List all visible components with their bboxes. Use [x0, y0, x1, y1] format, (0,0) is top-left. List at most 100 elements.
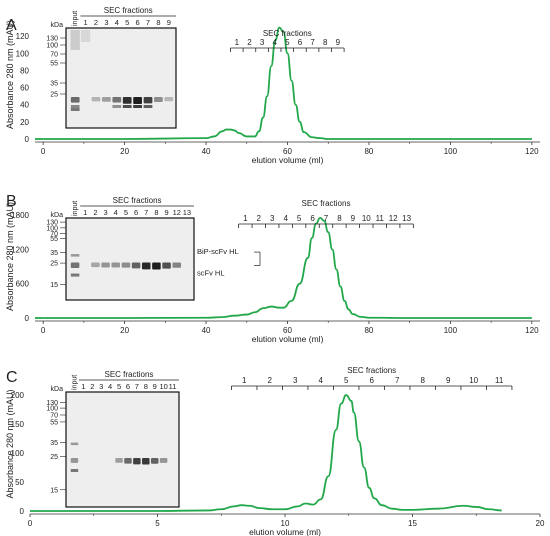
gel-smear — [80, 30, 91, 42]
gel-lane-label: 3 — [99, 382, 103, 391]
gel-lane-label: 5 — [125, 18, 129, 27]
fraction-label: 6 — [369, 376, 374, 385]
gel-marker-label: 100 — [46, 43, 58, 50]
gel-lane-label: 1 — [84, 18, 88, 27]
y-tick-label: 1800 — [11, 211, 29, 220]
gel-lane-label: 7 — [146, 18, 150, 27]
gel-lane-label: input — [72, 11, 79, 26]
x-axis-label: elution volume (ml) — [252, 334, 324, 344]
gel-lane-label: 11 — [169, 382, 177, 391]
x-tick-label: 120 — [525, 147, 539, 156]
y-axis-label: Absorbance 280 nm (mAU) — [5, 389, 15, 498]
gel-band — [111, 262, 121, 268]
gel-lane-label: 6 — [136, 18, 140, 27]
gel-band — [112, 105, 122, 108]
gel-marker-label: 35 — [50, 81, 58, 88]
gel-marker-label: 35 — [50, 440, 58, 447]
fraction-label: 10 — [362, 214, 371, 223]
gel-band — [159, 458, 168, 463]
gel-band — [102, 97, 111, 102]
gel-band — [70, 273, 80, 277]
gel-band — [152, 262, 161, 270]
x-tick-label: 100 — [444, 147, 458, 156]
gel-marker-label: 25 — [50, 454, 58, 461]
x-tick-label: 80 — [364, 326, 373, 335]
x-tick-label: 20 — [536, 519, 545, 528]
y-tick-label: 600 — [16, 280, 30, 289]
y-tick-label: 0 — [20, 507, 25, 516]
gel-band — [70, 442, 79, 446]
gel-band — [133, 105, 142, 108]
x-tick-label: 40 — [202, 326, 211, 335]
gel-marker-label: 55 — [50, 61, 58, 68]
gel-lane-label: 5 — [117, 382, 121, 391]
gel-band — [121, 262, 131, 268]
gel-annotation: BiP-scFv HL — [197, 247, 239, 256]
y-tick-label: 200 — [11, 391, 25, 400]
gel-unit-label: kDa — [51, 386, 64, 393]
x-tick-label: 60 — [283, 147, 292, 156]
fraction-label: 1 — [235, 38, 240, 47]
fraction-label: 3 — [260, 38, 265, 47]
y-tick-label: 40 — [20, 101, 29, 110]
gel-unit-label: kDa — [51, 212, 64, 219]
fraction-label: 4 — [283, 214, 288, 223]
gel-band — [91, 97, 101, 102]
gel-lane-label: 3 — [103, 208, 107, 217]
gel-band — [70, 105, 80, 108]
gel-lane-label: 13 — [183, 208, 191, 217]
gel-band — [70, 97, 80, 103]
gel-marker-label: 25 — [50, 92, 58, 99]
gel-lane-label: 12 — [173, 208, 181, 217]
series-line — [43, 26, 532, 140]
gel-band — [122, 97, 132, 104]
gel-band — [154, 97, 163, 103]
gel-image — [65, 217, 195, 301]
y-tick-label: 50 — [15, 478, 24, 487]
gel-lane-header: SEC fractions — [105, 370, 154, 379]
gel-band — [143, 105, 153, 108]
gel-marker-label: 70 — [50, 231, 58, 238]
x-tick-label: 0 — [41, 326, 46, 335]
x-axis-label: elution volume (ml) — [249, 527, 321, 536]
y-tick-label: 20 — [20, 118, 29, 127]
gel-lane-label: input — [72, 201, 79, 216]
fraction-label: 1 — [243, 214, 248, 223]
x-tick-label: 120 — [525, 326, 539, 335]
gel-marker-label: 100 — [46, 225, 58, 232]
panel-label: A — [6, 17, 17, 34]
y-axis-label: Absorbance 280 nm (mAU) — [5, 20, 15, 129]
fraction-label: 4 — [318, 376, 323, 385]
gel-lane-label: 1 — [83, 208, 87, 217]
gel-lane-label: 7 — [135, 382, 139, 391]
gel-lane-label: 6 — [126, 382, 130, 391]
fraction-label: 10 — [469, 376, 478, 385]
fraction-label: 6 — [298, 38, 303, 47]
panel-label: C — [6, 369, 18, 386]
fraction-label: 3 — [293, 376, 298, 385]
y-tick-label: 120 — [16, 32, 30, 41]
fraction-label: 9 — [446, 376, 451, 385]
y-tick-label: 60 — [20, 84, 29, 93]
fraction-title: SEC fractions — [347, 366, 396, 375]
x-tick-label: 10 — [281, 519, 290, 528]
gel-lane-label: 7 — [144, 208, 148, 217]
gel-lane-label: 4 — [108, 382, 112, 391]
gel-lane-label: 4 — [115, 18, 119, 27]
gel-marker-label: 35 — [50, 250, 58, 257]
fraction-title: SEC fractions — [263, 29, 312, 38]
gel-lane-label: 9 — [164, 208, 168, 217]
gel-band — [91, 262, 100, 268]
gel-lane-header: SEC fractions — [104, 6, 153, 15]
gel-marker-label: 100 — [46, 406, 58, 413]
x-tick-label: 15 — [408, 519, 417, 528]
fraction-ruler: 1 2 3 4 5 6 7 8 9 SEC fractions — [230, 29, 345, 52]
fraction-label: 5 — [344, 376, 349, 385]
gel-annotation: scFv HL — [197, 268, 225, 277]
gel-band — [101, 262, 110, 268]
gel-band — [142, 458, 150, 465]
x-axis: 0 20 40 60 80 100 120 elution volume (ml) — [35, 141, 540, 165]
